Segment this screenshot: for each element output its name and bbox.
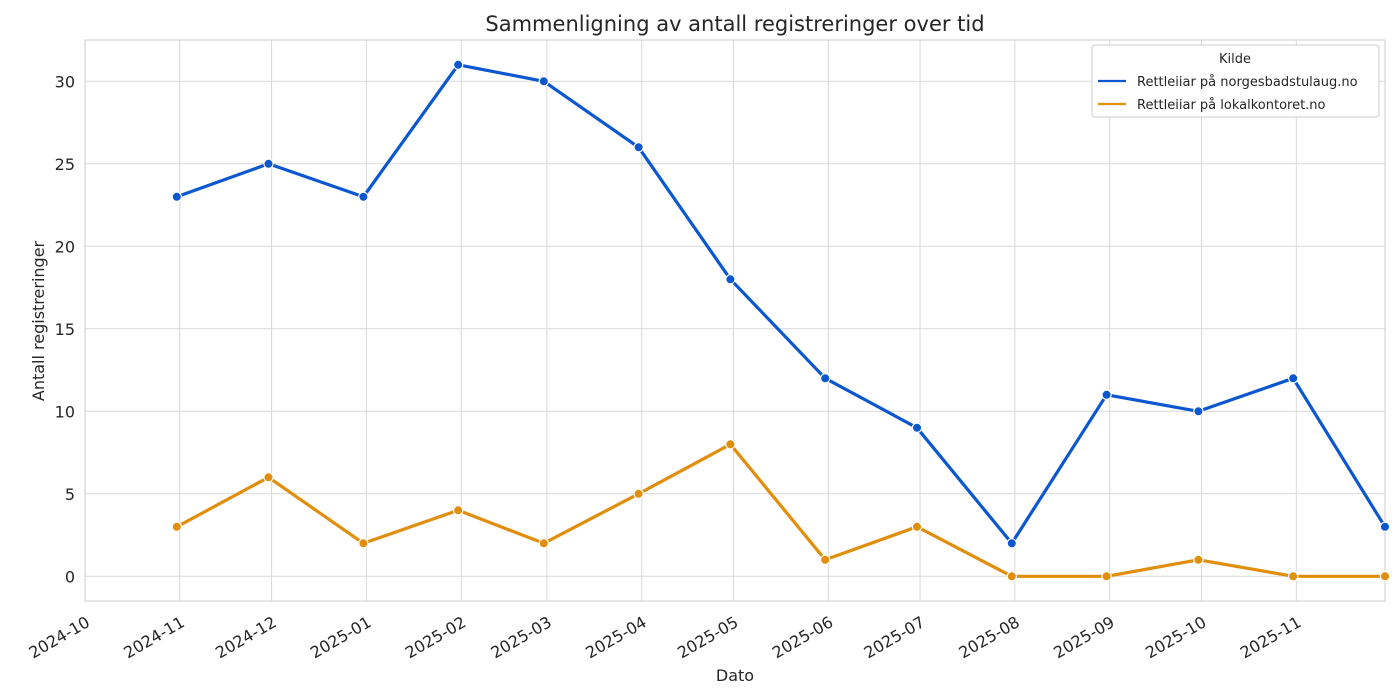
- x-tick-label: 2025-07: [861, 612, 928, 662]
- data-point: [263, 158, 274, 169]
- legend-box: [1091, 44, 1380, 118]
- x-tick-label: 2025-06: [769, 612, 836, 662]
- data-point: [633, 142, 644, 153]
- x-tick-label: 2025-10: [1142, 612, 1209, 662]
- series-0: [171, 59, 1391, 549]
- x-axis-ticks: 2024-10 2024-11 2024-12 2025-01 2025-02 2025-…: [26, 612, 1305, 662]
- series: [171, 59, 1391, 582]
- y-tick-label: 20: [55, 237, 75, 256]
- x-tick-label: 2025-04: [582, 612, 649, 662]
- y-tick-label: 15: [55, 320, 75, 339]
- y-axis-label: Antall registreringer: [29, 240, 48, 401]
- x-tick-label: 2025-08: [955, 612, 1022, 662]
- data-point: [1287, 373, 1299, 384]
- legend-title: Kilde: [1219, 52, 1251, 67]
- x-tick-label: 2025-01: [307, 612, 374, 662]
- data-point: [725, 439, 736, 450]
- x-tick-label: 2025-05: [674, 612, 741, 662]
- legend: Kilde Rettleiiar på norgesbadstulaug.no …: [1091, 44, 1380, 118]
- grid: [84, 40, 1385, 601]
- chart-title: Sammenligning av antall registreringer o…: [485, 12, 984, 36]
- data-point: [820, 554, 831, 566]
- data-point: [1287, 571, 1299, 582]
- series-line-0: [175, 63, 1387, 545]
- data-point: [1101, 571, 1112, 582]
- data-point: [538, 76, 550, 87]
- y-tick-label: 30: [55, 72, 75, 91]
- x-tick-label: 2024-11: [120, 612, 187, 662]
- data-point: [911, 521, 923, 533]
- x-tick-label: 2024-10: [26, 612, 93, 662]
- data-point: [538, 538, 550, 549]
- data-point: [1101, 389, 1112, 400]
- series-line-1: [175, 442, 1387, 578]
- data-point: [911, 422, 923, 433]
- x-tick-label: 2025-09: [1050, 612, 1117, 662]
- plot-area-frame: [84, 39, 1386, 602]
- y-tick-label: 5: [65, 485, 75, 504]
- y-axis-ticks: 0 5 10 15 20 25 30: [55, 72, 75, 586]
- series-1: [171, 439, 1391, 582]
- legend-entry-1: Rettleiiar på lokalkontoret.no: [1137, 98, 1326, 113]
- data-point: [1193, 406, 1204, 417]
- x-tick-label: 2025-11: [1237, 612, 1304, 662]
- data-point: [1379, 521, 1391, 533]
- data-point: [358, 191, 369, 202]
- data-point: [1379, 571, 1391, 582]
- x-axis-label: Dato: [716, 666, 754, 685]
- data-point: [358, 538, 369, 549]
- data-point: [453, 505, 464, 516]
- data-point: [263, 472, 274, 483]
- data-point: [1006, 571, 1018, 582]
- x-tick-label: 2025-03: [487, 612, 554, 662]
- y-tick-label: 25: [55, 155, 75, 174]
- data-point: [820, 373, 831, 384]
- data-point: [171, 521, 182, 533]
- data-point: [633, 488, 644, 499]
- data-point: [453, 59, 464, 71]
- data-point: [1193, 554, 1204, 566]
- x-tick-label: 2024-12: [212, 612, 279, 662]
- x-tick-label: 2025-02: [402, 612, 469, 662]
- y-tick-label: 0: [65, 567, 75, 586]
- data-point: [1006, 538, 1018, 549]
- y-tick-label: 10: [55, 402, 75, 421]
- legend-entry-0: Rettleiiar på norgesbadstulaug.no: [1137, 75, 1358, 90]
- data-point: [171, 191, 182, 202]
- data-point: [725, 274, 736, 285]
